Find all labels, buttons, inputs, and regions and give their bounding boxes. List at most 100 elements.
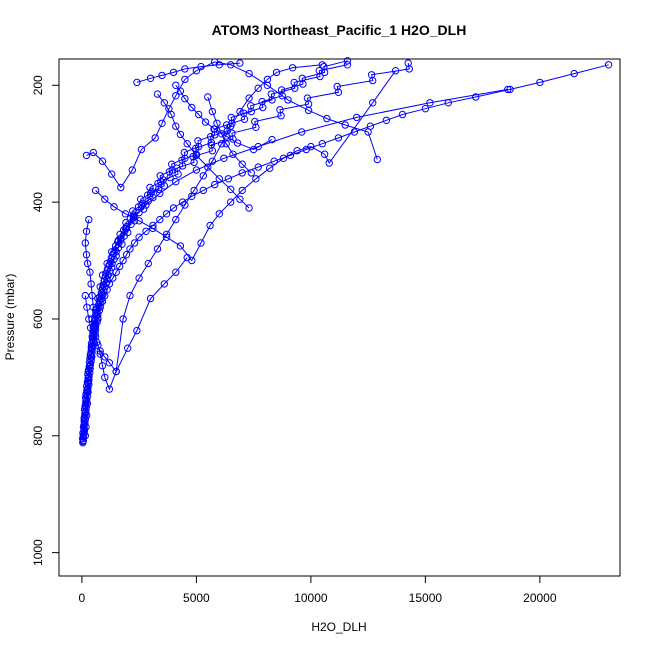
data-point bbox=[286, 151, 294, 160]
data-point bbox=[293, 147, 301, 155]
data-point bbox=[172, 268, 180, 276]
data-point bbox=[99, 290, 107, 299]
data-point bbox=[364, 128, 372, 136]
data-point bbox=[146, 74, 155, 83]
data-point bbox=[298, 74, 306, 83]
data-point bbox=[201, 118, 210, 126]
data-point bbox=[82, 251, 91, 259]
data-point bbox=[137, 145, 146, 154]
data-point bbox=[168, 166, 177, 174]
data-point bbox=[195, 142, 203, 151]
data-point bbox=[176, 87, 185, 95]
data-point bbox=[89, 329, 98, 338]
x-tick-label: 0 bbox=[79, 591, 86, 605]
data-point bbox=[169, 204, 178, 212]
data-point bbox=[79, 423, 88, 431]
series-line bbox=[82, 60, 348, 441]
data-point bbox=[323, 114, 331, 123]
data-point bbox=[238, 160, 246, 168]
data-point bbox=[116, 262, 124, 271]
data-point bbox=[391, 67, 400, 75]
data-point bbox=[215, 175, 224, 183]
data-point bbox=[284, 96, 292, 104]
series-layer bbox=[78, 57, 613, 447]
y-axis: 200 400 600 800 1000 bbox=[31, 75, 60, 566]
data-point bbox=[172, 122, 180, 130]
series-line bbox=[82, 64, 609, 442]
data-point bbox=[135, 274, 143, 282]
data-point bbox=[95, 306, 104, 314]
data-point bbox=[236, 59, 244, 67]
data-point bbox=[111, 242, 120, 250]
data-point bbox=[236, 107, 244, 116]
series-line bbox=[82, 64, 348, 439]
data-point bbox=[151, 134, 159, 142]
data-point bbox=[215, 210, 224, 218]
data-point bbox=[96, 347, 104, 355]
data-point bbox=[121, 224, 130, 233]
data-point bbox=[167, 110, 175, 119]
data-point bbox=[222, 132, 230, 140]
data-point bbox=[217, 130, 226, 138]
y-tick-label: 1000 bbox=[31, 539, 45, 566]
data-point bbox=[181, 75, 189, 84]
data-point bbox=[91, 186, 100, 195]
y-axis-label: Pressure (mbar) bbox=[3, 274, 17, 361]
data-point bbox=[101, 373, 109, 382]
data-point bbox=[133, 326, 141, 335]
series-9 bbox=[133, 59, 244, 87]
data-point bbox=[101, 283, 109, 291]
data-point bbox=[183, 140, 191, 148]
data-point bbox=[181, 95, 189, 103]
data-point bbox=[121, 210, 130, 218]
data-point bbox=[146, 183, 154, 192]
data-point bbox=[536, 78, 544, 87]
data-point bbox=[217, 140, 226, 148]
data-point bbox=[135, 217, 143, 225]
data-point bbox=[272, 68, 281, 77]
data-point bbox=[251, 117, 259, 126]
data-point bbox=[316, 72, 324, 81]
data-point bbox=[197, 239, 205, 247]
data-point bbox=[188, 103, 196, 112]
data-point bbox=[104, 271, 112, 279]
data-point bbox=[227, 113, 235, 122]
data-point bbox=[181, 201, 189, 209]
data-point bbox=[158, 71, 166, 80]
data-point bbox=[130, 213, 139, 221]
data-point bbox=[252, 175, 260, 183]
data-point bbox=[206, 221, 214, 230]
data-point bbox=[353, 113, 361, 122]
data-point bbox=[472, 93, 480, 101]
data-point bbox=[222, 121, 231, 129]
data-point bbox=[421, 105, 430, 113]
data-point bbox=[119, 256, 127, 265]
data-point bbox=[81, 432, 90, 440]
data-point bbox=[227, 61, 235, 69]
data-point bbox=[398, 110, 407, 119]
data-point bbox=[181, 65, 189, 73]
data-point bbox=[81, 291, 90, 300]
data-point bbox=[156, 215, 164, 224]
data-point bbox=[199, 186, 208, 195]
x-axis: 0 5000 10000 15000 20000 bbox=[79, 575, 557, 605]
data-point bbox=[382, 116, 391, 125]
data-point bbox=[162, 210, 171, 218]
data-point bbox=[238, 169, 246, 177]
data-point bbox=[87, 353, 95, 361]
data-point bbox=[156, 189, 164, 198]
data-point bbox=[176, 130, 185, 139]
data-point bbox=[85, 376, 93, 384]
y-tick-label: 200 bbox=[31, 75, 45, 95]
series-11 bbox=[172, 81, 276, 154]
series-5 bbox=[91, 67, 400, 265]
data-point bbox=[254, 163, 262, 171]
data-point bbox=[83, 411, 91, 420]
plot-frame bbox=[58, 58, 621, 577]
data-point bbox=[227, 122, 235, 130]
data-point bbox=[176, 242, 185, 250]
data-point bbox=[245, 69, 253, 78]
data-point bbox=[268, 96, 276, 104]
data-point bbox=[94, 294, 102, 303]
data-point bbox=[183, 253, 191, 262]
